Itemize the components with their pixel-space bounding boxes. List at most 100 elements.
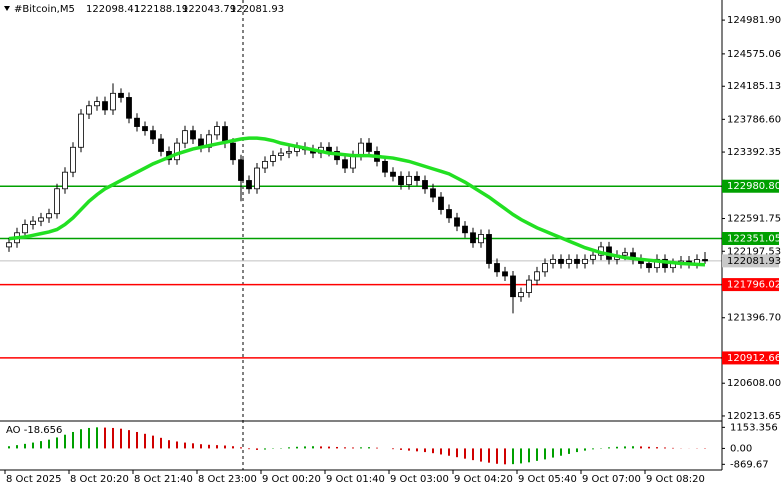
candle-body: [86, 105, 92, 115]
candle-body: [278, 152, 284, 156]
candle-body: [102, 101, 108, 111]
level-label-box: [722, 278, 779, 292]
candle-body: [262, 160, 268, 169]
candle-body: [470, 232, 476, 244]
candle-body: [518, 292, 524, 298]
y-tick-label: 120608.00: [727, 378, 781, 389]
candle-body: [150, 130, 156, 140]
y-tick-label: 123392.35: [727, 147, 781, 158]
candle-body: [94, 101, 100, 107]
x-tick-label: 9 Oct 01:40: [326, 474, 385, 485]
candle-body: [62, 171, 68, 190]
candle-body: [382, 160, 388, 173]
y-tick-label: 123786.60: [727, 114, 781, 125]
candle-body: [366, 142, 372, 152]
candle-body: [174, 142, 180, 161]
y-tick-label: 124185.13: [727, 81, 781, 92]
symbol: #Bitcoin,M5: [14, 4, 75, 15]
candle-body: [502, 271, 508, 277]
candle-body: [110, 92, 116, 111]
candle-body: [350, 155, 356, 169]
candle-body: [270, 155, 276, 162]
candle-body: [230, 142, 236, 161]
candle-body: [326, 146, 332, 152]
candle-body: [134, 117, 140, 127]
candle-body: [238, 159, 244, 181]
candle-body: [550, 258, 556, 264]
level-label: 120912.66: [727, 353, 781, 364]
candle-body: [526, 279, 532, 293]
x-tick-label: 8 Oct 20:20: [70, 474, 129, 485]
candle-body: [398, 175, 404, 186]
level-label: 122351.05: [727, 234, 781, 245]
candle-body: [182, 130, 188, 144]
candle-body: [78, 113, 84, 148]
candle-body: [438, 196, 444, 210]
candle-body: [22, 224, 28, 234]
candle-body: [422, 180, 428, 190]
x-tick-label: 9 Oct 00:20: [262, 474, 321, 485]
y-tick-label: 122197.53: [727, 246, 781, 257]
candle-body: [118, 92, 124, 98]
plot-area: [0, 83, 722, 359]
level-label: 122980.80: [727, 181, 781, 192]
x-tick-label: 9 Oct 04:20: [454, 474, 513, 485]
candle-body: [54, 188, 60, 215]
header: #Bitcoin,M5 122098.41 122188.19 122043.7…: [14, 4, 284, 15]
current-price-box: [722, 254, 779, 268]
level-label: 121796.02: [727, 280, 781, 291]
current-price-label: 122081.93: [727, 256, 781, 267]
x-tick-label: 9 Oct 05:40: [518, 474, 577, 485]
ao-label: AO -18.656: [6, 425, 62, 436]
candle-body: [542, 263, 548, 273]
candle-body: [510, 275, 516, 298]
candle-body: [462, 225, 468, 234]
candle-body: [158, 138, 164, 152]
candle-body: [534, 271, 540, 281]
candle-body: [254, 167, 260, 190]
candle-body: [494, 263, 500, 273]
candle-body: [646, 263, 652, 269]
candle-body: [214, 126, 220, 136]
x-tick-label: 9 Oct 08:20: [646, 474, 705, 485]
candle-body: [454, 217, 460, 227]
candle-body: [558, 258, 564, 264]
header-close: 122081.93: [230, 4, 284, 15]
candle-body: [590, 254, 596, 260]
candle-body: [358, 142, 364, 156]
candle-body: [414, 175, 420, 181]
candle-body: [574, 258, 580, 264]
candle-body: [406, 175, 412, 186]
candle-body: [566, 258, 572, 264]
y-tick-label: 120213.65: [727, 411, 781, 422]
candle-body: [190, 130, 196, 140]
level-label-box: [722, 232, 779, 246]
candle-body: [430, 188, 436, 198]
candle-body: [6, 242, 12, 248]
candle-body: [446, 209, 452, 219]
candle-body: [286, 151, 292, 154]
candle-body: [390, 171, 396, 177]
candle-body: [70, 146, 76, 173]
candle-body: [622, 252, 628, 256]
candle-body: [142, 126, 148, 132]
x-tick-label: 8 Oct 23:00: [198, 474, 257, 485]
candle-body: [246, 180, 252, 190]
y-tick-label: 124575.06: [727, 49, 781, 60]
y-tick-label: 124981.90: [727, 15, 781, 26]
x-tick-label: 8 Oct 2025: [6, 474, 61, 485]
ao-name: AO: [6, 425, 21, 436]
ao-tick-label: -869.67: [730, 459, 769, 470]
candle-body: [38, 217, 44, 222]
x-tick-label: 9 Oct 07:00: [582, 474, 641, 485]
ao-value: -18.656: [24, 425, 63, 436]
x-tick-label: 8 Oct 21:40: [134, 474, 193, 485]
candle-body: [702, 259, 708, 262]
ao-tick-label: 0.00: [730, 443, 752, 454]
x-tick-label: 9 Oct 03:00: [390, 474, 449, 485]
candle-body: [342, 159, 348, 169]
y-tick-label: 121396.70: [727, 313, 781, 324]
candle-body: [478, 234, 484, 244]
